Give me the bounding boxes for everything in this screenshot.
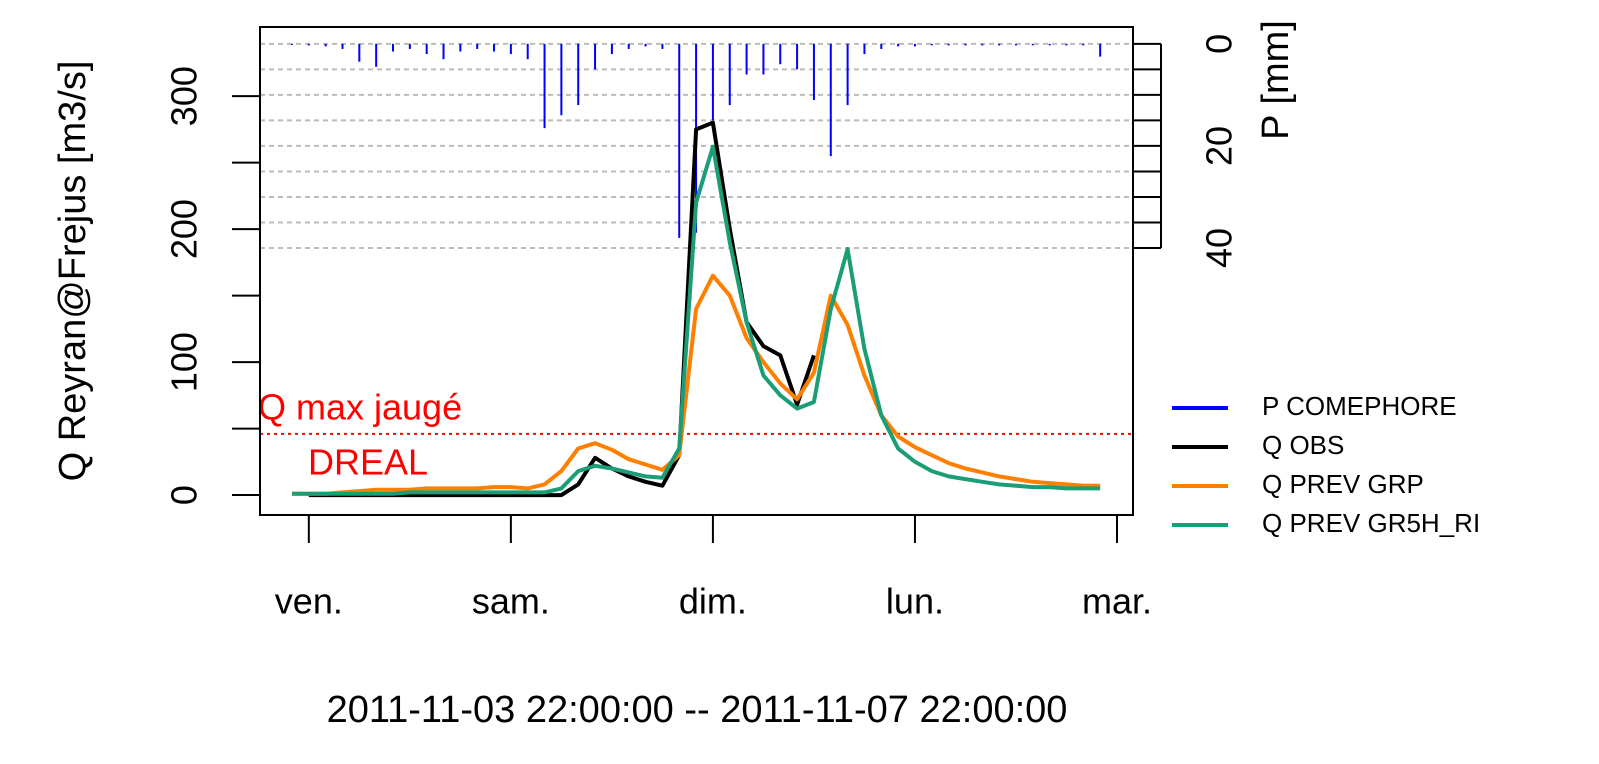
legend-label: P COMEPHORE — [1262, 391, 1457, 421]
y-tick-label: 0 — [164, 485, 205, 505]
x-tick-label: lun. — [886, 581, 944, 622]
series-line — [292, 144, 1101, 496]
x-tick-label: mar. — [1082, 581, 1152, 622]
y2-tick-label: 40 — [1199, 228, 1240, 268]
legend-label: Q OBS — [1262, 430, 1344, 460]
x-tick-label: ven. — [275, 581, 343, 622]
x-tick-label: dim. — [679, 581, 747, 622]
y-axis-label: Q Reyran@Frejus [m3/s] — [52, 61, 94, 482]
y2-tick-label: 20 — [1199, 126, 1240, 166]
y2-axis-label: P [mm] — [1255, 20, 1297, 140]
y-tick-label: 100 — [164, 332, 205, 392]
y2-tick-label: 0 — [1199, 34, 1240, 54]
x-tick-label: sam. — [472, 581, 550, 622]
x-axis-label: 2011-11-03 22:00:00 -- 2011-11-07 22:00:… — [327, 689, 1068, 731]
series-line — [308, 120, 816, 498]
annotation: DREAL — [308, 442, 428, 483]
y-tick-label: 300 — [164, 66, 205, 126]
legend-label: Q PREV GR5H_RI — [1262, 508, 1480, 538]
legend-label: Q PREV GRP — [1262, 469, 1424, 499]
y-tick-label: 200 — [164, 199, 205, 259]
series-line — [292, 273, 1101, 496]
annotation: Q max jaugé — [258, 387, 462, 428]
